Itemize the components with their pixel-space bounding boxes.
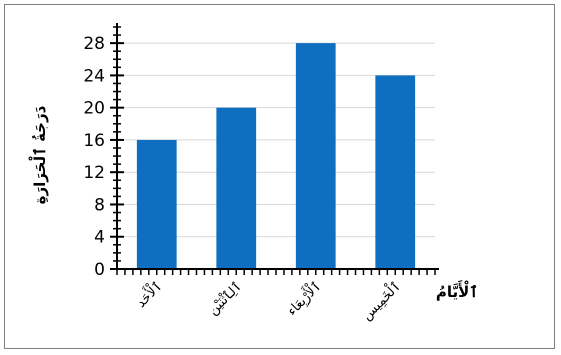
y-tick-label: 4 bbox=[94, 228, 105, 248]
y-tick-label: 8 bbox=[94, 195, 105, 215]
y-tick-label: 20 bbox=[83, 99, 105, 119]
bars bbox=[136, 43, 416, 270]
x-tick-label: ٱلِٱثْنَيْن bbox=[205, 278, 245, 318]
y-tick-labels: 0 4 8 12 16 20 24 28 bbox=[83, 34, 105, 280]
bar bbox=[375, 75, 416, 270]
x-tick-label: ٱلْأَحَد bbox=[131, 276, 166, 311]
bar-chart: 0 4 8 12 16 20 24 28 ٱلْأَحَد ٱلِٱثْنَيْن ٱلْأَرْ… bbox=[28, 23, 478, 324]
y-tick-label: 28 bbox=[83, 34, 105, 54]
chart-frame: 0 4 8 12 16 20 24 28 ٱلْأَحَد ٱلِٱثْنَيْن ٱلْأَرْ… bbox=[4, 4, 555, 349]
x-tick-label: ٱلْأَرْبِعَاء bbox=[282, 276, 325, 319]
y-tick-label: 12 bbox=[83, 163, 105, 183]
y-tick-label: 0 bbox=[94, 260, 105, 280]
bar bbox=[136, 139, 177, 269]
x-axis-title: ٱلْأَيَّامُ bbox=[436, 280, 478, 301]
bar bbox=[295, 43, 336, 270]
y-tick-label: 24 bbox=[83, 66, 105, 86]
x-tick-label: ٱلْخَمِيس bbox=[357, 276, 404, 323]
axes bbox=[110, 23, 439, 275]
y-axis-title: دَرَجَةُ ٱلْحَرَارَةِ bbox=[28, 105, 49, 204]
bar bbox=[216, 107, 257, 270]
x-tick-labels: ٱلْأَحَد ٱلِٱثْنَيْن ٱلْأَرْبِعَاء ٱلْخَمِي… bbox=[131, 276, 404, 324]
y-tick-label: 16 bbox=[83, 131, 105, 151]
